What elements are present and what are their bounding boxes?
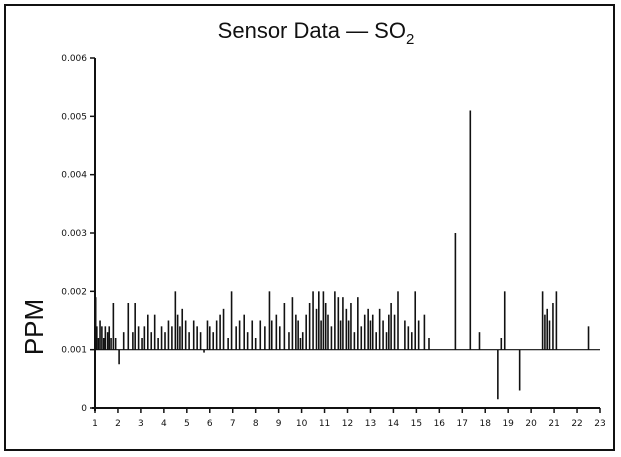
x-tick-label: 17: [457, 419, 468, 429]
x-tick-label: 9: [276, 419, 282, 429]
chart-title: Sensor Data — SO2: [218, 18, 415, 48]
x-tick-label: 7: [230, 419, 236, 429]
y-tick-label: 0.003: [61, 229, 87, 239]
x-tick-label: 11: [319, 419, 330, 429]
x-tick-label: 6: [207, 419, 213, 429]
x-tick-label: 4: [161, 419, 167, 429]
x-tick-label: 3: [138, 419, 144, 429]
y-tick-label: 0.005: [61, 112, 87, 122]
y-tick-label: 0.006: [61, 54, 87, 64]
chart-frame: [4, 4, 615, 451]
x-tick-label: 1: [92, 419, 98, 429]
x-tick-label: 15: [411, 419, 422, 429]
x-tick-label: 8: [253, 419, 259, 429]
x-tick-label: 13: [365, 419, 376, 429]
y-tick-label: 0.001: [61, 346, 87, 356]
x-tick-label: 19: [502, 419, 514, 429]
y-tick-label: 0.004: [61, 171, 87, 181]
axes: [90, 57, 601, 413]
x-tick-label: 10: [296, 419, 308, 429]
x-tick-label: 14: [388, 419, 400, 429]
y-tick-label: 0.002: [61, 287, 87, 297]
x-tick-label: 21: [548, 419, 559, 429]
y-axis-label: PPM: [19, 299, 49, 355]
x-tick-label: 20: [525, 419, 537, 429]
chart-title-subscript: 2: [406, 31, 414, 48]
x-tick-label: 16: [434, 419, 446, 429]
x-tick-label: 2: [115, 419, 121, 429]
x-tick-label: 5: [184, 419, 190, 429]
series-line: [94, 110, 600, 400]
x-tick-label: 22: [571, 419, 582, 429]
chart-title-text: Sensor Data — SO: [218, 18, 406, 43]
x-tick-label: 18: [480, 419, 492, 429]
x-tick-label: 12: [342, 419, 353, 429]
x-tick-label: 23: [594, 419, 605, 429]
y-tick-label: 0: [81, 404, 87, 414]
